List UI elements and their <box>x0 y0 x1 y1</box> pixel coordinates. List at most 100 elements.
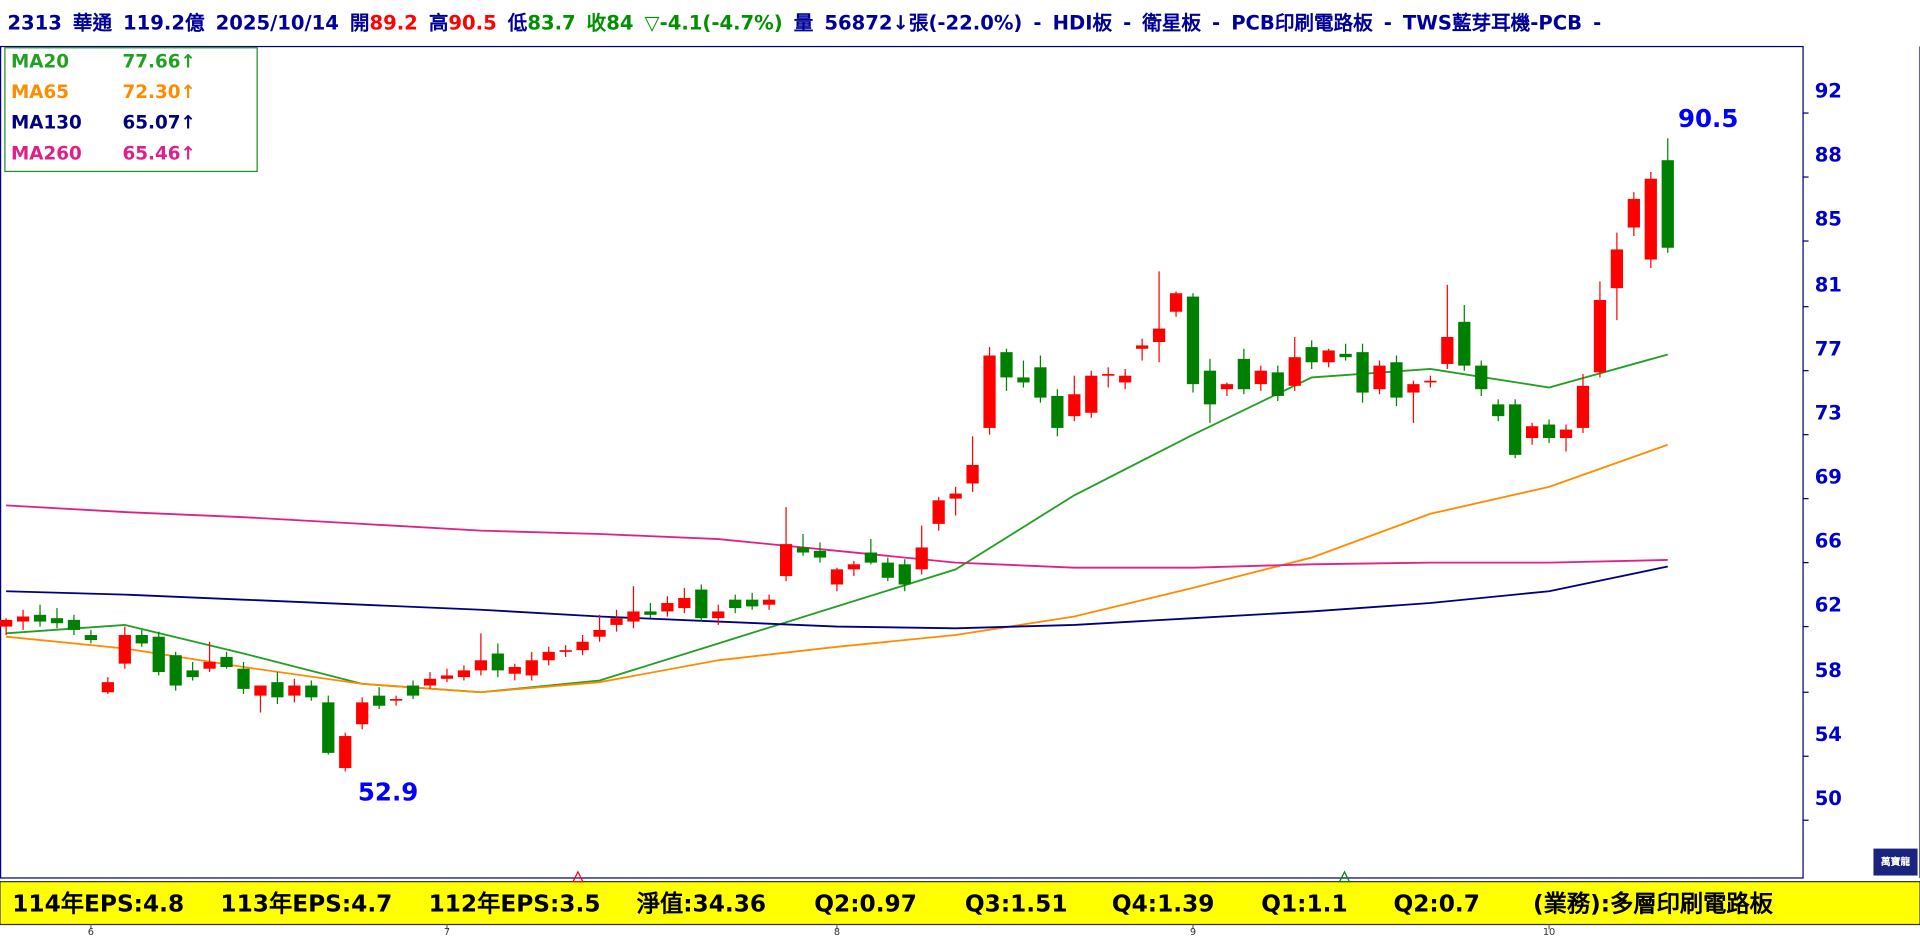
candle-body <box>1390 362 1403 398</box>
footer-item: Q3:1.51 <box>965 890 1068 917</box>
candle-body <box>627 611 640 622</box>
candle-body <box>983 355 996 428</box>
header-item: 收84 <box>587 11 634 34</box>
footer-item: Q2:0.7 <box>1393 890 1479 917</box>
candle-body <box>1203 370 1217 405</box>
candle-body <box>67 619 81 630</box>
y-tick-label: 88 <box>1815 144 1842 167</box>
candle-body <box>1627 198 1640 228</box>
candle-body <box>1458 321 1471 366</box>
candle-body <box>644 611 657 615</box>
candle-body <box>1322 350 1335 363</box>
candle-body <box>593 629 606 637</box>
legend-value: 65.46↑ <box>122 143 195 164</box>
header-item: 119.2億 <box>123 11 205 34</box>
legend-box <box>4 47 258 173</box>
header-item: 2025/10/14 <box>216 11 339 34</box>
candle-body <box>1017 377 1030 383</box>
x-tick-label: 9 <box>1190 927 1196 938</box>
candle-body <box>1644 178 1657 260</box>
header-item: 華通 <box>73 11 113 34</box>
candle-body <box>16 616 30 622</box>
footer-item: (業務):多層印刷電路板 <box>1533 890 1774 917</box>
candle-body <box>152 636 165 673</box>
candle-body <box>746 599 759 607</box>
candle-body <box>1424 380 1437 383</box>
footer-item: 113年EPS:4.7 <box>220 890 392 917</box>
candle-body <box>491 653 504 671</box>
marker <box>572 870 584 883</box>
candle-body <box>864 552 877 563</box>
candle-body <box>542 651 555 661</box>
header-item: 衛星板 <box>1141 11 1201 34</box>
candle-body <box>966 464 979 484</box>
candle-body <box>1593 299 1607 373</box>
y-tick-label: 69 <box>1815 465 1842 488</box>
candle-body <box>1661 160 1674 248</box>
candle-body <box>1441 336 1454 364</box>
candle-body <box>830 569 844 585</box>
x-tick-label: 8 <box>834 927 840 938</box>
candle-body <box>356 702 369 725</box>
y-tick-label: 73 <box>1815 401 1842 424</box>
candle-body <box>169 655 182 686</box>
legend-value: 77.66↑ <box>122 51 195 72</box>
candle-body <box>881 562 894 578</box>
header-item: - <box>1384 11 1392 34</box>
candle-body <box>712 611 725 619</box>
footer-item: Q1:1.1 <box>1261 890 1347 917</box>
candle-body <box>525 660 538 676</box>
candle-body <box>254 685 267 696</box>
candle-body <box>203 661 216 669</box>
candle-body <box>1254 370 1267 385</box>
candle-body <box>1525 426 1539 439</box>
header-item: 83.7 <box>527 11 575 34</box>
candle-body <box>423 678 437 686</box>
candle-body <box>1034 367 1047 398</box>
candle-body <box>33 614 47 622</box>
candle-body <box>50 618 64 624</box>
candle-body <box>1000 352 1013 378</box>
candle-body <box>695 589 708 619</box>
header-item: 2313 <box>7 11 61 34</box>
candle-body <box>932 500 945 524</box>
footer-item: 114年EPS:4.8 <box>12 890 184 917</box>
y-tick-label: 81 <box>1815 273 1842 296</box>
candle-body <box>406 685 420 696</box>
candle-body <box>1339 353 1352 358</box>
low-label: 52.9 <box>358 777 418 806</box>
logo-box <box>1873 848 1918 876</box>
candle-body <box>1373 365 1386 390</box>
y-tick-label: 77 <box>1815 337 1842 360</box>
candle-body <box>1102 374 1115 376</box>
legend-name: MA20 <box>11 51 69 72</box>
y-tick-label: 50 <box>1815 787 1842 810</box>
x-tick-label: 6 <box>88 927 94 938</box>
logo: 萬寶龍 <box>1881 855 1911 868</box>
candle-body <box>1051 395 1064 428</box>
candle-body <box>1475 365 1488 390</box>
candle-body <box>898 564 911 585</box>
candle-body <box>779 544 793 577</box>
candle-body <box>1559 429 1573 439</box>
candle-body <box>1305 347 1318 363</box>
y-tick-label: 66 <box>1815 529 1842 552</box>
marker <box>1338 870 1351 883</box>
candle-body <box>1136 345 1149 349</box>
legend-value: 72.30↑ <box>122 82 195 103</box>
header-item: 開 <box>350 11 370 34</box>
header: 2313 華通 119.2億 2025/10/14 開89.2 高90.5 低83.7 收84… <box>7 11 1601 34</box>
y-tick-label: 54 <box>1815 723 1842 746</box>
candle-body <box>322 702 335 753</box>
legend-name: MA65 <box>11 82 69 103</box>
x-tick-label: 10 <box>1543 927 1555 938</box>
footer-item: Q4:1.39 <box>1112 890 1215 917</box>
footer-item: Q2:0.97 <box>814 890 917 917</box>
candle-body <box>661 603 674 612</box>
legend-name: MA260 <box>11 143 82 164</box>
candle-body <box>288 685 301 696</box>
header-item: 90.5 <box>448 11 496 34</box>
candle-body <box>796 547 810 553</box>
candle-body <box>1169 293 1183 312</box>
